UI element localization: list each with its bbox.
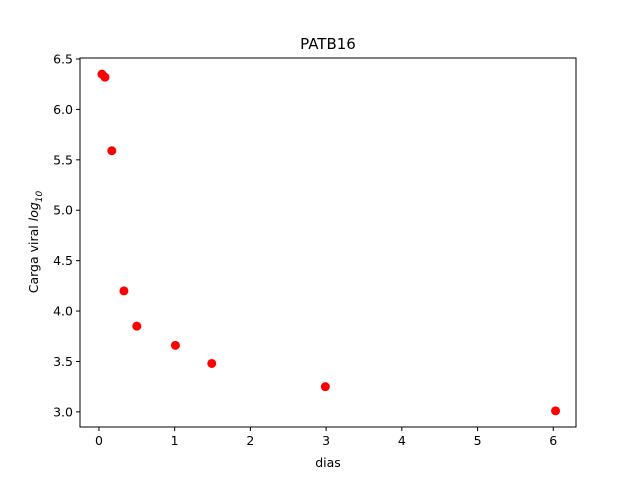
y-axis-label-log: log: [26, 202, 41, 221]
x-axis: 0 1 2 3 4 5 6: [95, 427, 557, 448]
plot-area-frame: [79, 57, 577, 428]
data-point: [170, 340, 180, 350]
y-axis-label-subscript: 10: [35, 190, 45, 202]
y-tick-label: 5.5: [53, 152, 73, 167]
data-point: [132, 321, 142, 331]
y-axis: 3.0 3.5 4.0 4.5 5.0 5.5 6.0 6.5: [53, 52, 80, 419]
x-tick-label: 2: [246, 433, 254, 448]
x-axis-label: dias: [315, 455, 341, 470]
y-axis-label-text: Carga viral: [26, 221, 41, 293]
data-points: [97, 69, 561, 416]
y-tick-label: 6.5: [53, 52, 73, 67]
y-tick-label: 3.0: [53, 404, 73, 419]
x-tick-label: 4: [398, 433, 406, 448]
y-axis-label: Carga viral log10: [26, 190, 45, 293]
data-point: [100, 72, 110, 82]
x-tick-label: 1: [171, 433, 179, 448]
y-tick-label: 5.0: [53, 203, 73, 218]
x-tick-label: 5: [474, 433, 482, 448]
data-point: [119, 286, 129, 296]
data-point: [207, 358, 217, 368]
x-tick-label: 0: [95, 433, 103, 448]
y-tick-label: 4.0: [53, 304, 73, 319]
x-tick-label: 6: [549, 433, 557, 448]
data-point: [320, 382, 330, 392]
data-point: [551, 406, 561, 416]
y-tick-label: 3.5: [53, 354, 73, 369]
y-tick-label: 6.0: [53, 102, 73, 117]
data-point: [107, 146, 117, 156]
y-tick-label: 4.5: [53, 253, 73, 268]
chart-title: PATB16: [300, 35, 356, 53]
x-tick-label: 3: [322, 433, 330, 448]
